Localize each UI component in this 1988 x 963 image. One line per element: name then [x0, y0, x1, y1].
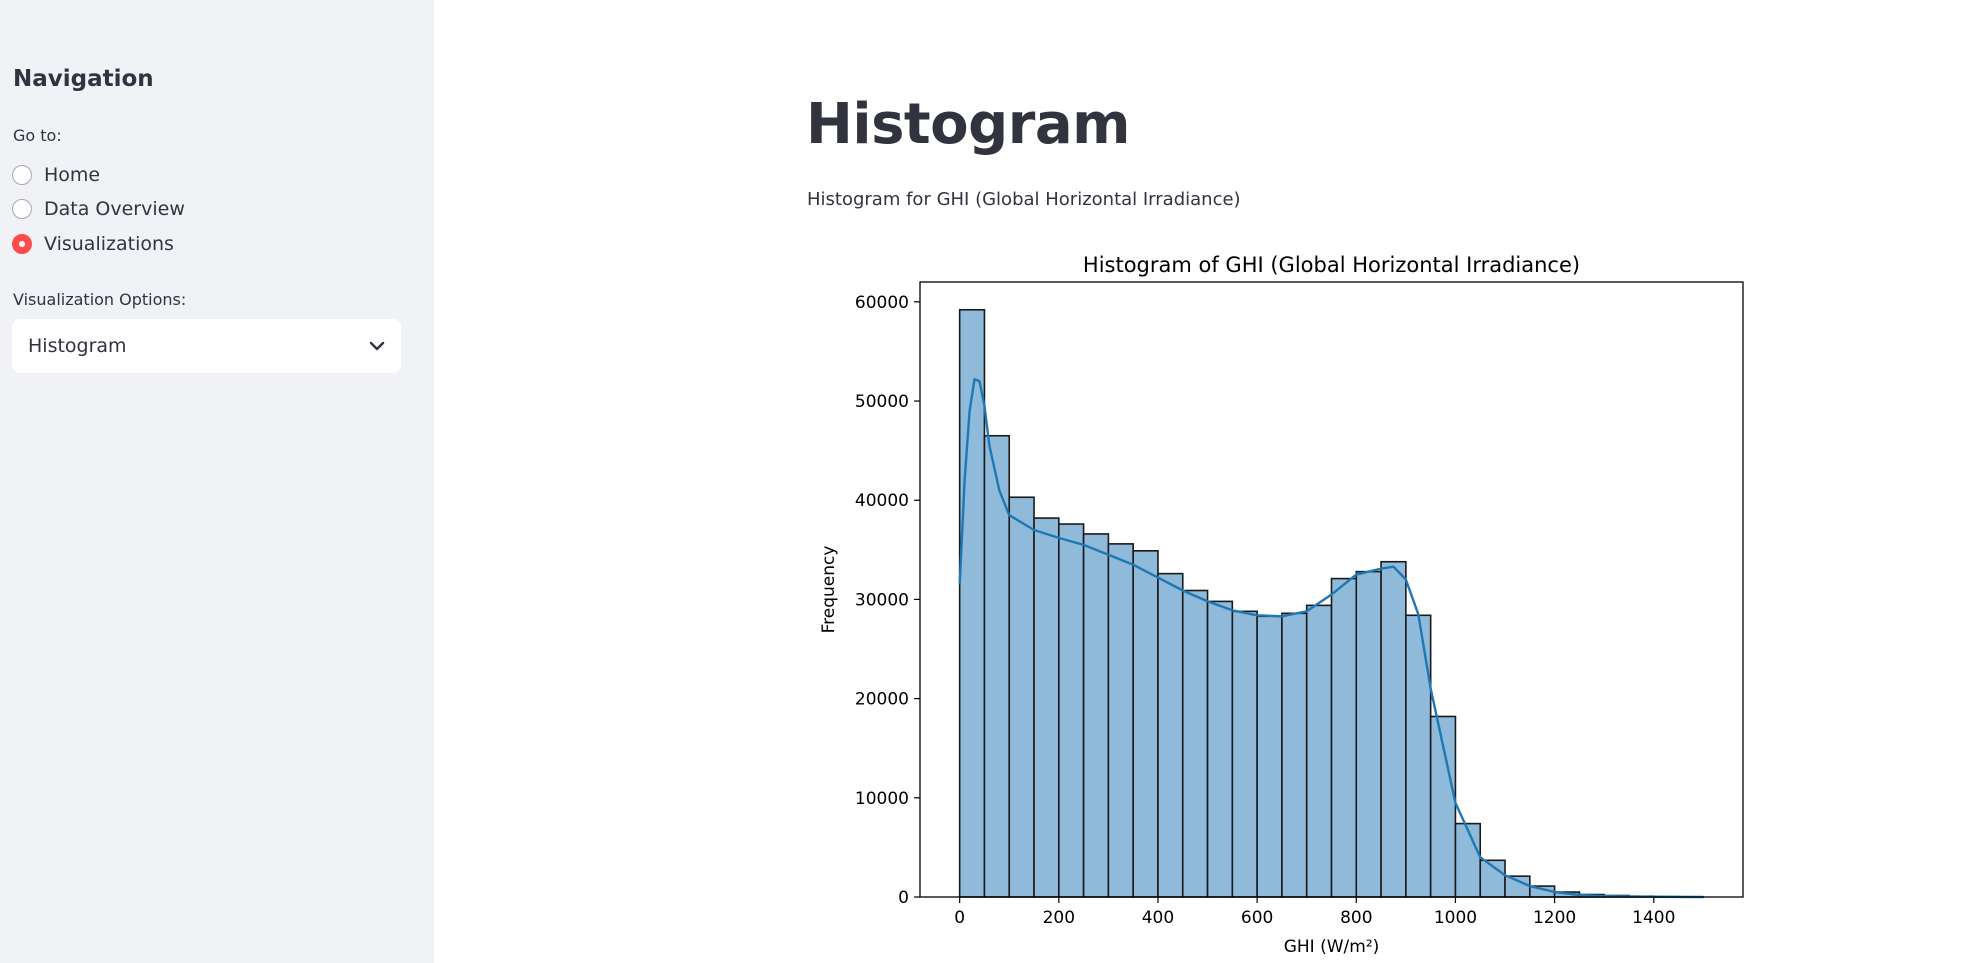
goto-label: Go to:	[13, 126, 62, 145]
radio-unselected-icon	[12, 165, 32, 185]
x-tick-label: 400	[1142, 908, 1174, 928]
y-tick-label: 0	[898, 888, 909, 908]
histogram-bar	[1231, 610, 1258, 898]
radio-label: Home	[44, 164, 101, 186]
histogram-chart: 0 200 400 600 800 1000 1200 1400 0 10000 20000 3000…	[819, 253, 1744, 957]
y-axis-label: Frequency	[819, 546, 839, 634]
radio-option-data-overview[interactable]: Data Overview	[12, 194, 185, 224]
sidebar: Navigation Go to: Home Data Overview Vis…	[0, 0, 434, 963]
histogram-bar	[1107, 543, 1134, 898]
y-tick-label: 50000	[855, 392, 909, 412]
histogram-bar	[1082, 533, 1110, 898]
radio-option-home[interactable]: Home	[12, 160, 100, 190]
x-tick-label: 200	[1043, 908, 1075, 928]
histogram-bar	[1305, 604, 1333, 898]
x-tick-label: 1400	[1632, 908, 1675, 928]
kde-line	[958, 377, 1704, 899]
histogram-bar	[1132, 550, 1159, 898]
histogram-bar	[1033, 517, 1060, 898]
histogram-bar	[1206, 600, 1234, 898]
radio-unselected-icon	[12, 199, 32, 219]
y-tick-label: 30000	[855, 590, 909, 610]
histogram-bar	[1405, 614, 1432, 898]
histogram-bar	[958, 308, 986, 898]
x-axis-label: GHI (W/m²)	[1284, 937, 1380, 957]
select-value: Histogram	[28, 335, 127, 357]
chevron-down-icon	[369, 341, 385, 351]
plot-frame	[919, 281, 1744, 898]
histogram-bar	[1181, 589, 1209, 898]
histogram-bar	[1355, 570, 1382, 898]
page-title: Histogram	[806, 92, 1130, 157]
x-tick-label: 0	[954, 908, 965, 928]
histogram-bar	[1256, 615, 1283, 898]
histogram-bar	[1157, 572, 1184, 898]
x-tick-label: 1200	[1533, 908, 1576, 928]
y-tick-label: 40000	[855, 491, 909, 511]
histogram-bar	[1504, 875, 1531, 898]
visualization-select[interactable]: Histogram	[12, 319, 401, 373]
sidebar-title: Navigation	[13, 66, 154, 92]
chart-title: Histogram of GHI (Global Horizontal Irra…	[1083, 253, 1580, 277]
x-tick-label: 1000	[1434, 908, 1477, 928]
x-tick-label: 800	[1340, 908, 1372, 928]
page-caption: Histogram for GHI (Global Horizontal Irr…	[807, 189, 1241, 210]
y-tick-label: 20000	[855, 690, 909, 710]
histogram-bar	[1008, 496, 1035, 898]
histogram-bar	[1058, 523, 1085, 898]
histogram-bar	[1330, 577, 1358, 898]
x-tick-label: 600	[1241, 908, 1273, 928]
histogram-bar	[1380, 560, 1407, 898]
visualization-options-label: Visualization Options:	[13, 290, 187, 309]
radio-label: Visualizations	[44, 233, 174, 255]
radio-label: Data Overview	[44, 198, 185, 220]
radio-selected-icon	[12, 234, 32, 254]
y-tick-label: 10000	[855, 789, 909, 809]
histogram-bar	[1454, 822, 1482, 898]
histogram-bar	[1281, 612, 1308, 898]
radio-option-visualizations[interactable]: Visualizations	[12, 229, 174, 259]
y-tick-label: 60000	[855, 293, 909, 313]
